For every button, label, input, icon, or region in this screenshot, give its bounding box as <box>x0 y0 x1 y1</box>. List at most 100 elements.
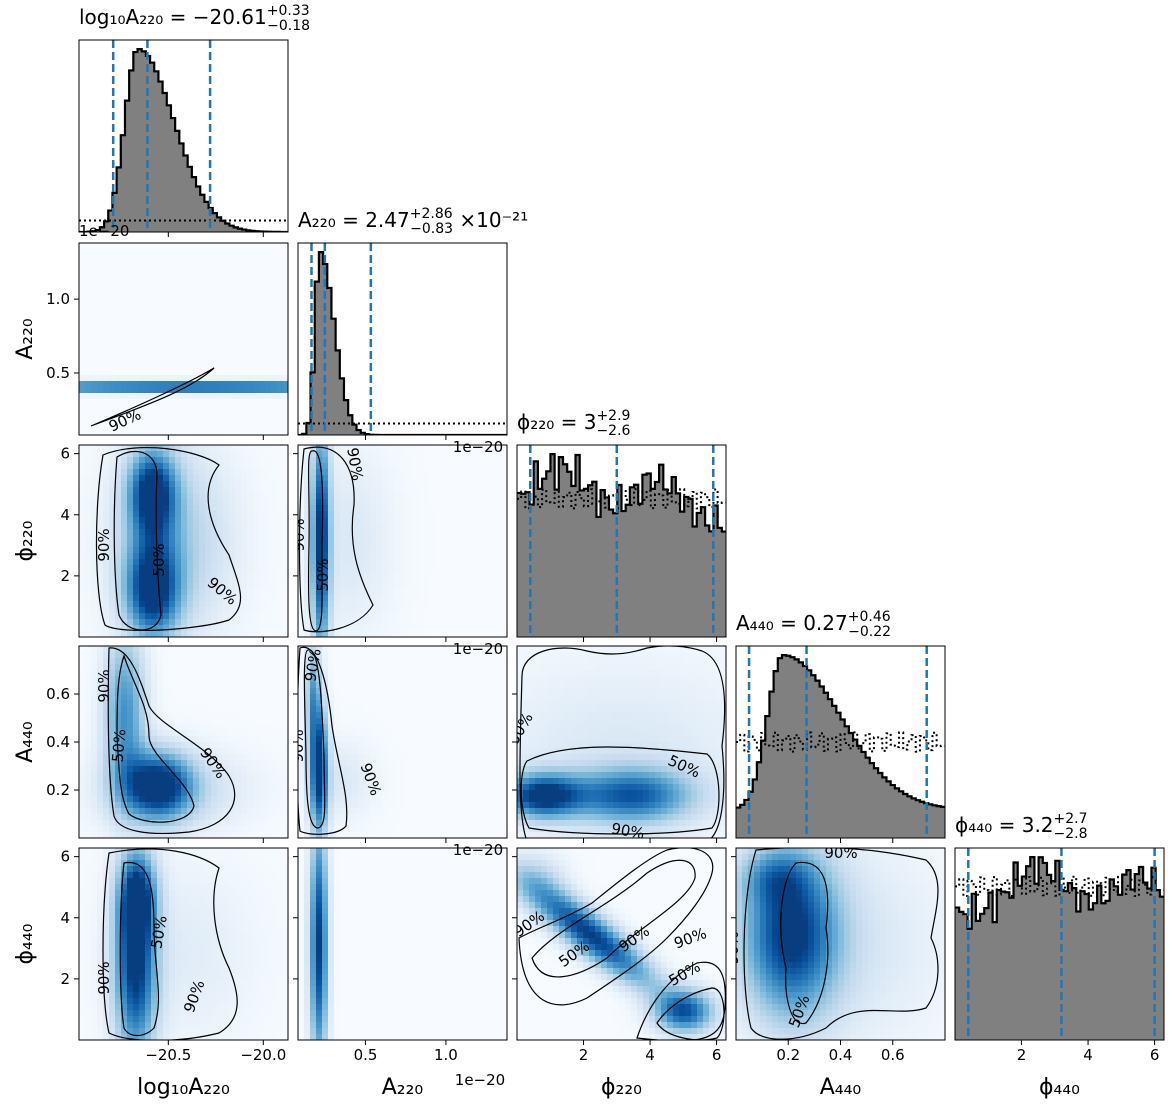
histogram-title: A₂₂₀ = 2.47+2.86 −0.83 ×10⁻²¹ <box>298 206 528 237</box>
histogram-outline <box>955 856 1164 930</box>
histogram-title: ϕ₂₂₀ = 3+2.9 −2.6 <box>517 408 631 439</box>
offset-text: 1e−20 <box>79 222 129 240</box>
y-tick-label: 0.4 <box>46 733 70 751</box>
x-tick-label: 0.2 <box>776 1046 800 1064</box>
histogram-fill <box>517 454 726 637</box>
panel-frame <box>78 242 289 436</box>
contour-label: 90% <box>95 669 113 702</box>
contour-label: 90% <box>610 819 646 843</box>
offset-text: 1e−20 <box>453 640 503 658</box>
prior-dotted-line <box>955 875 1164 897</box>
y-axis-label: ϕ₂₂₀ <box>13 520 38 561</box>
histogram-outline <box>79 48 288 232</box>
density-panel-2-1: 90% 50% 90% <box>290 445 507 637</box>
contour-line <box>298 646 348 835</box>
contours-2-1: 90% 50% 90% <box>290 446 374 633</box>
offset-text: 1e−20 <box>453 438 503 456</box>
contour-label: 90% <box>95 528 113 561</box>
density-panel-3-2: 50%50%90% <box>517 646 726 843</box>
contour-line <box>780 861 829 1025</box>
density-panel-2-0: 90% 50%90% <box>79 445 288 637</box>
y-tick-label: 4 <box>60 909 70 927</box>
x-tick-label: 6 <box>712 1046 722 1064</box>
x-tick-label: 2 <box>1017 1046 1027 1064</box>
contour-line <box>519 646 726 838</box>
contour-line <box>656 987 725 1040</box>
panel-frame <box>297 444 508 638</box>
x-tick-label: 0.4 <box>829 1046 853 1064</box>
histogram-3 <box>736 646 945 838</box>
contour-line <box>531 859 696 978</box>
contour-label: 50% <box>109 728 130 763</box>
histogram-outline <box>736 654 945 809</box>
offset-text: 1e−20 <box>453 841 503 859</box>
panel-frame <box>78 39 289 233</box>
density-panel-4-2: 90%50% 90%50%90% <box>517 848 726 1040</box>
panel-frame <box>954 847 1165 1041</box>
contour-line <box>113 450 162 631</box>
contour-line <box>518 848 714 1006</box>
histogram-2 <box>517 445 726 637</box>
contour-label: 50% <box>314 558 332 591</box>
x-tick-label: 1.0 <box>434 1046 458 1064</box>
x-axis-label: A₂₂₀ <box>382 1075 424 1100</box>
contour-line <box>119 861 160 1037</box>
x-tick-label: 4 <box>645 1046 655 1064</box>
y-tick-label: 2 <box>60 567 70 585</box>
contour-line <box>298 446 374 633</box>
x-axis-label: log₁₀A₂₂₀ <box>137 1075 230 1100</box>
contour-line <box>520 746 720 835</box>
histogram-fill <box>736 655 945 838</box>
x-tick-label: 6 <box>1150 1046 1160 1064</box>
contour-line <box>116 654 195 823</box>
histogram-fill <box>955 857 1164 1040</box>
y-tick-label: 4 <box>60 506 70 524</box>
y-tick-label: 1.0 <box>46 290 70 308</box>
x-tick-label: 4 <box>1083 1046 1093 1064</box>
y-tick-label: 6 <box>60 445 70 463</box>
contour-line <box>307 450 324 632</box>
histogram-1 <box>298 243 507 435</box>
offset-text: 1e−20 <box>455 1071 505 1089</box>
y-axis-label: A₄₄₀ <box>13 721 38 763</box>
histogram-title: ϕ₄₄₀ = 3.2+2.7 −2.8 <box>955 811 1088 842</box>
histogram-title: A₄₄₀ = 0.27+0.46 −0.22 <box>736 609 891 640</box>
x-tick-label: 0.6 <box>881 1046 905 1064</box>
contour-label: 90% <box>289 729 307 762</box>
panel-frame <box>297 847 508 1041</box>
x-axis-label: ϕ₄₄₀ <box>1039 1075 1080 1100</box>
density-panel-4-0: 90%50%90% <box>79 848 288 1040</box>
x-tick-label: −20.5 <box>145 1046 191 1064</box>
density-panel-1-0: 90% <box>79 243 288 435</box>
contour-label: 90% <box>95 961 113 994</box>
y-tick-label: 0.6 <box>46 685 70 703</box>
contour-line <box>102 848 238 1040</box>
contour-label: 90% <box>301 647 325 683</box>
histogram-0 <box>79 40 288 232</box>
histogram-fill <box>79 49 288 232</box>
contour-line <box>636 961 726 1040</box>
density-panel-3-0: 90%50% 90% <box>79 646 288 838</box>
contour-label: 90% <box>343 446 367 482</box>
contour-label: 90% <box>290 518 308 551</box>
y-tick-label: 6 <box>60 848 70 866</box>
contour-line <box>303 649 326 829</box>
prior-dotted-line <box>517 488 726 510</box>
panel-frame <box>78 847 289 1041</box>
contour-label: 50% <box>147 914 171 950</box>
y-axis-label: A₂₂₀ <box>13 318 38 360</box>
panel-frame <box>297 242 508 436</box>
y-tick-label: 2 <box>60 970 70 988</box>
contour-line <box>95 446 242 632</box>
x-axis-label: ϕ₂₂₀ <box>601 1075 642 1100</box>
x-tick-label: 0.5 <box>354 1046 378 1064</box>
y-axis-label: ϕ₄₄₀ <box>13 923 38 964</box>
x-tick-label: 2 <box>579 1046 589 1064</box>
contour-label: 90% <box>724 931 742 964</box>
contour-line <box>90 367 215 427</box>
y-tick-label: 0.2 <box>46 781 70 799</box>
density-panel-4-3: 90%50%90% <box>724 848 945 1040</box>
panel-frame <box>78 444 289 638</box>
panel-frame <box>516 847 727 1041</box>
